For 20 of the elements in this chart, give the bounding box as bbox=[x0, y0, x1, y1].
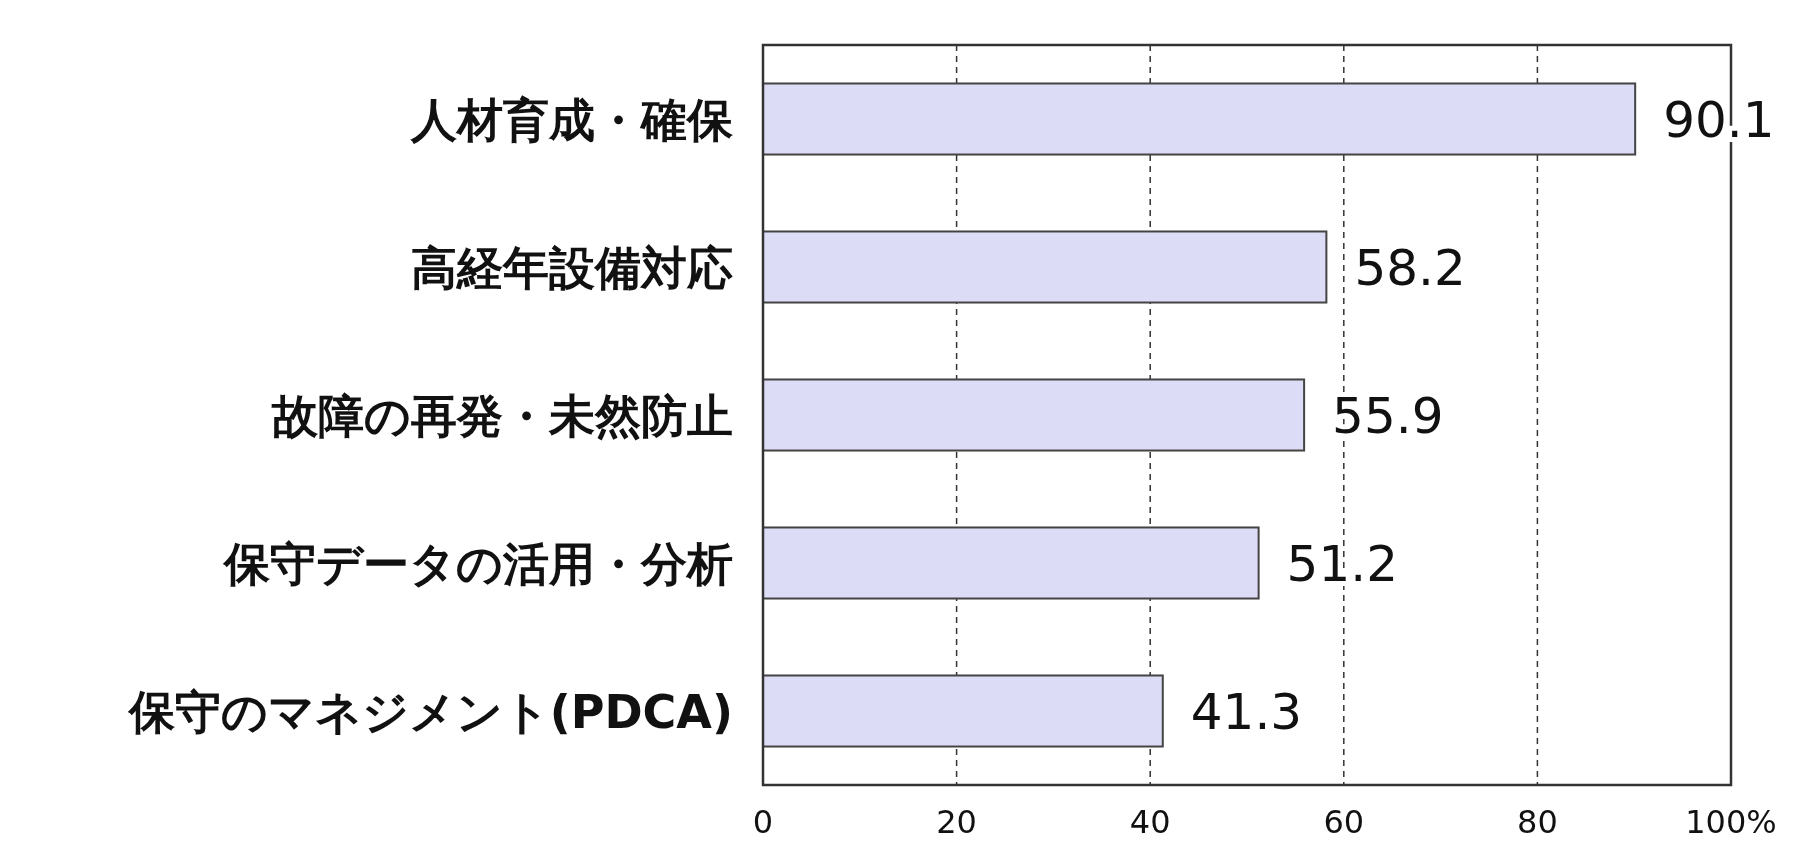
bar bbox=[762, 526, 1260, 600]
data-label: 58.2 bbox=[1354, 239, 1466, 297]
x-tick-label: 20 bbox=[936, 803, 977, 841]
x-tick-label: 0 bbox=[752, 803, 774, 841]
y-tick-label: 人材育成・確保 bbox=[410, 93, 734, 147]
data-label: 41.3 bbox=[1190, 683, 1303, 741]
data-label: 55.9 bbox=[1332, 387, 1444, 445]
x-tick-label: 40 bbox=[1129, 803, 1171, 841]
bar bbox=[762, 674, 1164, 748]
data-label: 51.2 bbox=[1286, 535, 1398, 593]
bar bbox=[762, 82, 1637, 156]
y-tick-label: 保守データの活用・分析 bbox=[222, 537, 733, 591]
y-tick-label: 保守のマネジメント(PDCA) bbox=[126, 685, 733, 739]
y-tick-label: 故障の再発・未然防止 bbox=[271, 389, 733, 443]
x-tick-label: 80 bbox=[1517, 803, 1558, 841]
x-tick-label: 60 bbox=[1323, 803, 1365, 841]
bar bbox=[762, 230, 1328, 304]
x-tick-label: 100% bbox=[1685, 803, 1777, 841]
bar bbox=[762, 378, 1306, 452]
y-tick-label: 高経年設備対応 bbox=[411, 241, 733, 295]
